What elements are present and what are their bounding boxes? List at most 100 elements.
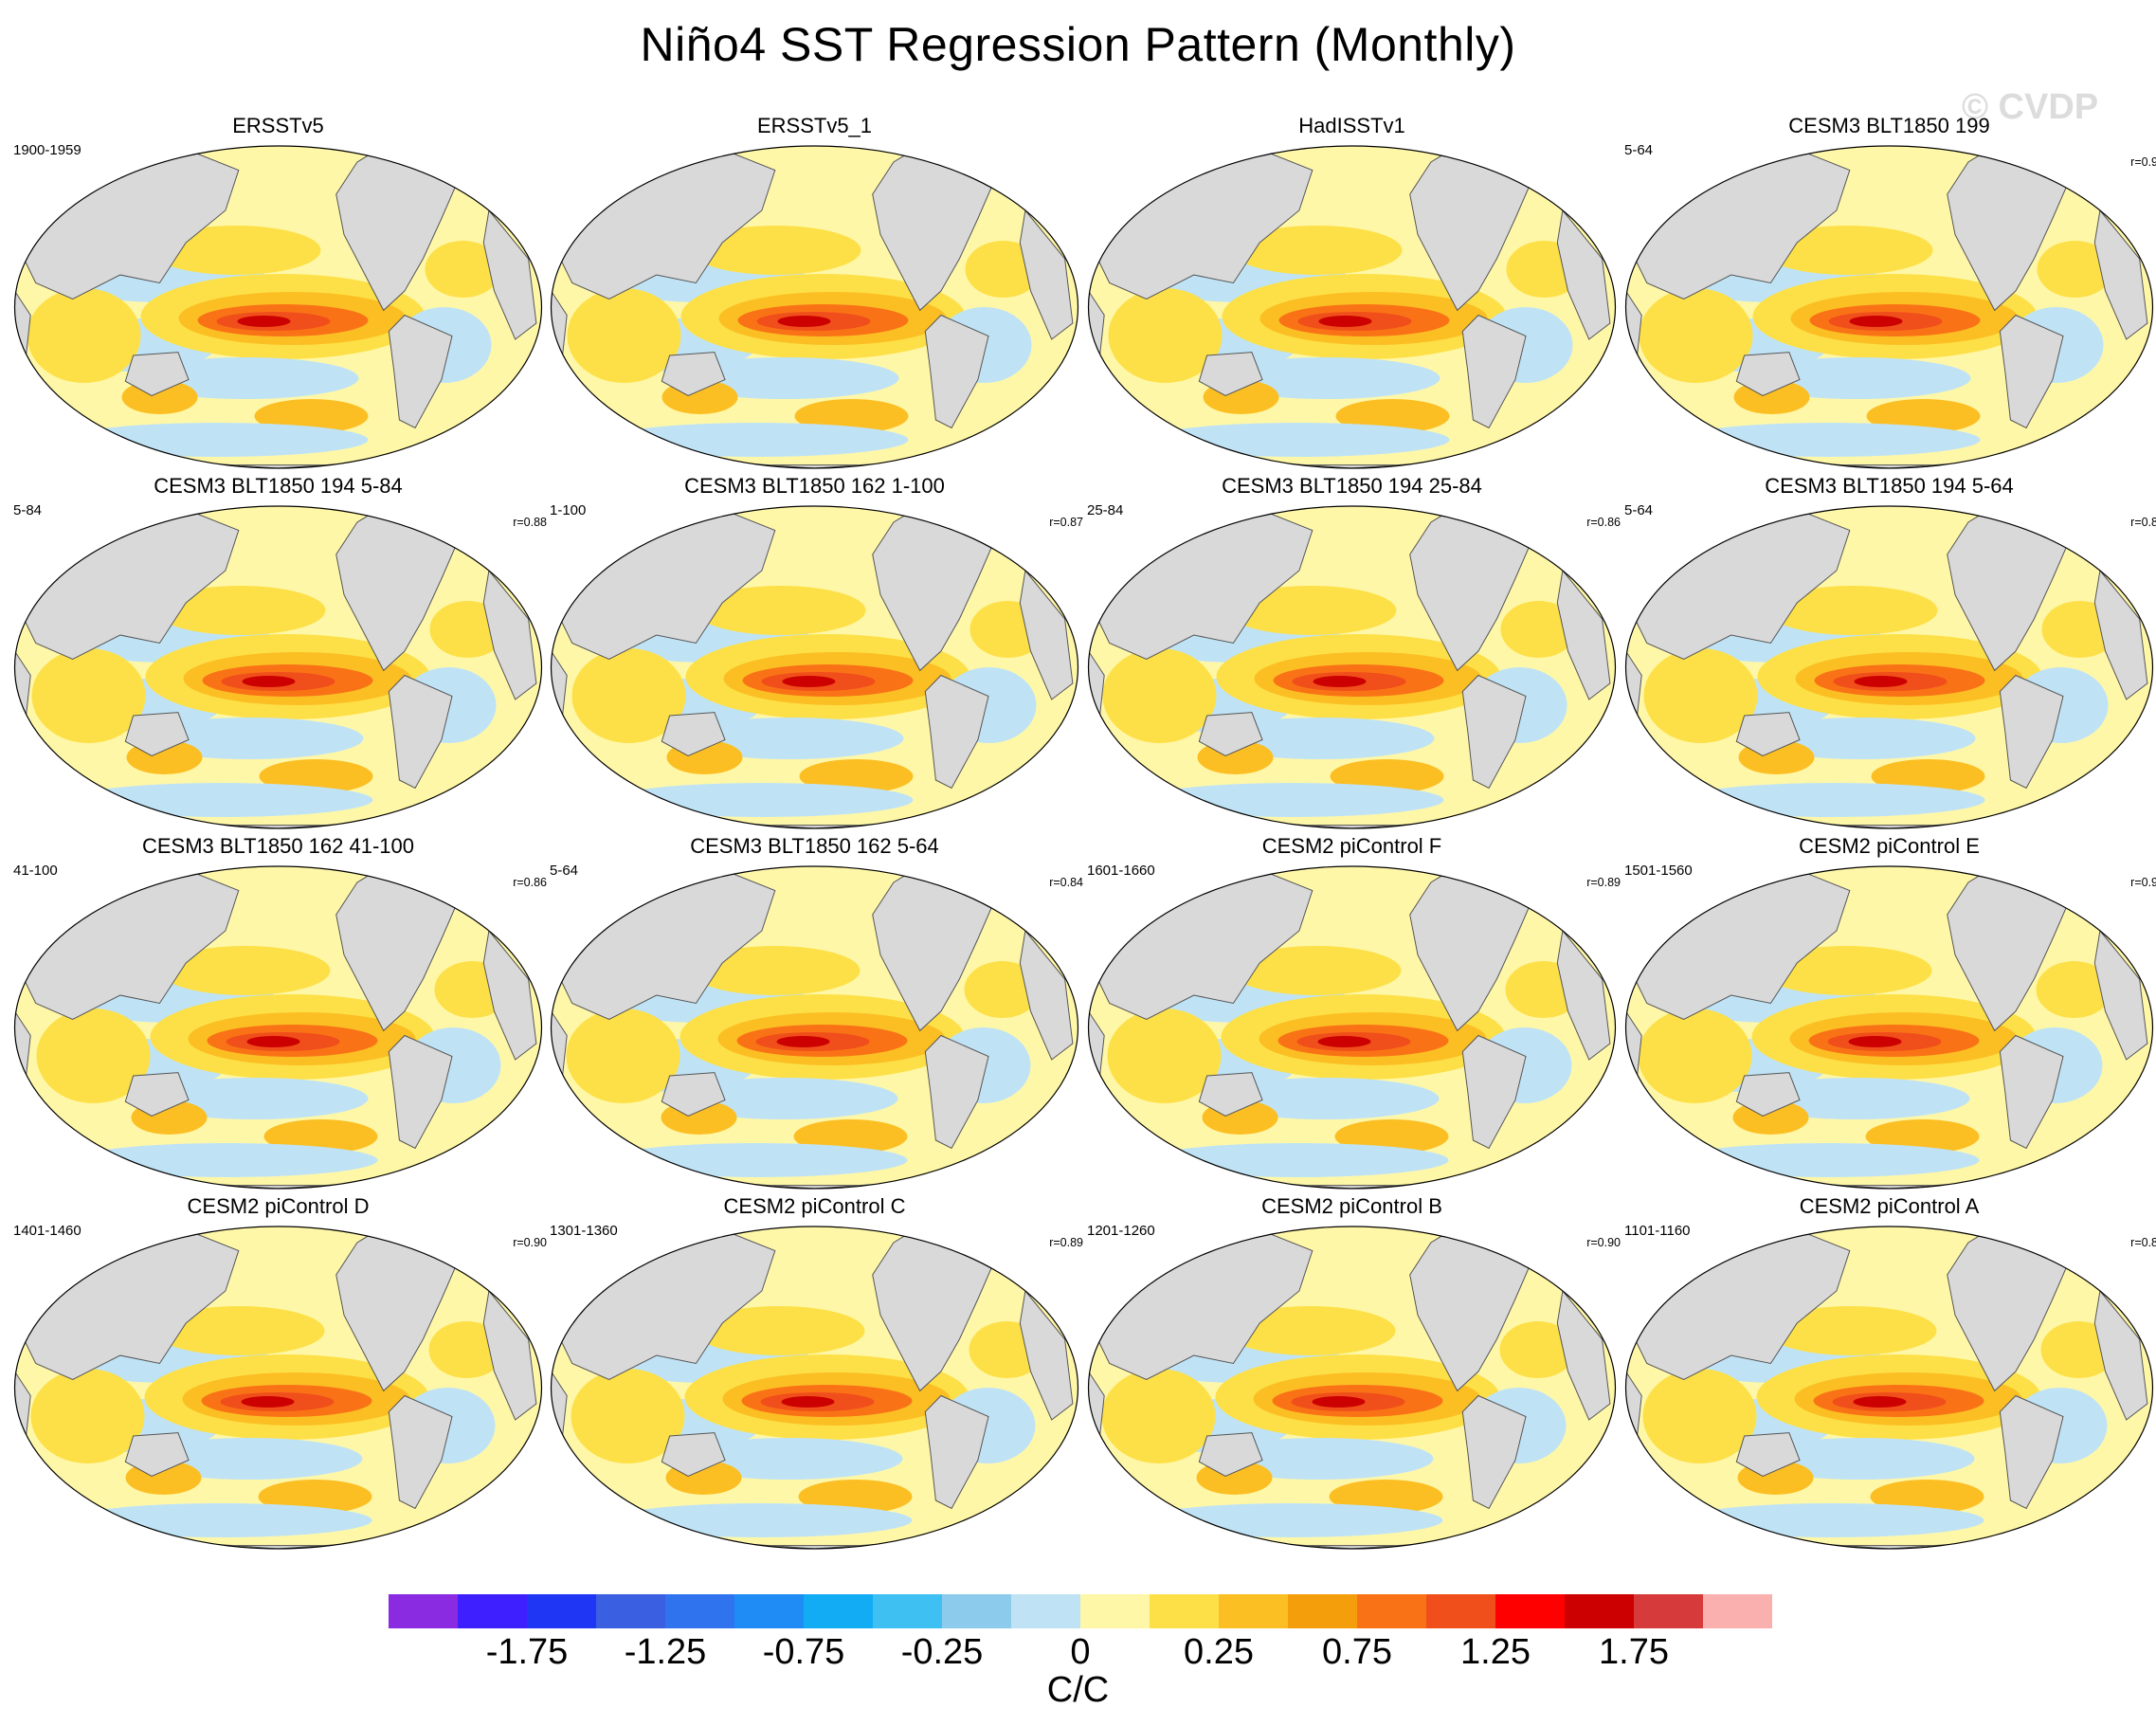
anomaly-nino4-core <box>241 1396 295 1408</box>
europe-africa-east-land <box>482 209 537 340</box>
colorbar-swatch <box>596 1594 665 1628</box>
north-america-land <box>872 868 1000 1032</box>
map-border <box>550 145 1079 469</box>
anomaly-southern-ocean-cool <box>608 1503 913 1537</box>
europe-africa-east-land <box>2093 929 2148 1061</box>
anomaly-indian-ocean-warm <box>27 288 141 383</box>
map-panel: CESM3 BLT1850 199 5-64 r=0.9 <box>1622 114 2156 474</box>
map-panel: CESM2 piControl E 1501-1560 r=0.9 <box>1622 834 2156 1194</box>
anomaly-north-pacific-warm-arc <box>1230 946 1402 995</box>
australia-land <box>124 1072 190 1117</box>
anomaly-nino4-core <box>1853 1396 1907 1408</box>
panel-period-label: 1201-1260 <box>1087 1223 1155 1239</box>
sst-map <box>1624 505 2154 829</box>
anomaly-southern-ocean-cool <box>64 423 369 457</box>
map-border <box>1624 505 2154 829</box>
south-america-land <box>924 674 989 790</box>
anomaly-southern-ocean-cool <box>74 1143 378 1177</box>
north-america-land <box>872 148 1000 312</box>
north-america-land <box>1947 868 2074 1032</box>
sst-map <box>13 1226 543 1550</box>
anomaly-north-pacific-warm-arc <box>1224 1306 1396 1355</box>
sst-map <box>1087 505 1617 829</box>
australia-land <box>1735 1072 1801 1117</box>
north-america-land <box>1409 868 1537 1032</box>
panel-title: CESM3 BLT1850 194 25-84 <box>1222 474 1482 498</box>
map-border <box>550 1226 1079 1550</box>
anomaly-nino4-core <box>1848 1036 1902 1047</box>
anomaly-north-pacific-warm-arc <box>1762 226 1933 275</box>
north-america-land <box>1947 508 2074 672</box>
map-panel: CESM2 piControl F 1601-1660 r=0.89 <box>1085 834 1621 1194</box>
colorbar-tick-label: 0.25 <box>1184 1632 1254 1672</box>
colorbar-swatch <box>1150 1594 1219 1628</box>
panel-correlation-label: r=0.89 <box>1049 1236 1083 1249</box>
panel-correlation-label: r=0.90 <box>1586 1236 1621 1249</box>
anomaly-southern-ocean-cool <box>604 1143 908 1177</box>
australia-land <box>124 352 190 397</box>
panel-title: CESM2 piControl D <box>187 1194 370 1218</box>
map-border <box>1087 505 1617 829</box>
anomaly-southern-ocean-cool <box>68 1503 372 1537</box>
panel-period-label: 5-64 <box>1624 502 1654 518</box>
colorbar-swatch <box>1219 1594 1288 1628</box>
panel-correlation-label: r=0.88 <box>513 516 547 529</box>
europe-africa-east-land <box>2093 569 2148 700</box>
colorbar-swatch <box>942 1594 1011 1628</box>
anomaly-north-pacific-warm-arc <box>1225 586 1397 635</box>
australia-land <box>1198 712 1263 757</box>
panel-period-label: 1301-1360 <box>550 1223 618 1239</box>
panel-period-label: 1601-1660 <box>1087 863 1155 879</box>
europe-africa-east-land <box>1556 569 1611 700</box>
anomaly-southern-ocean-cool <box>69 783 373 817</box>
anomaly-indian-ocean-warm <box>1101 1369 1216 1463</box>
anomaly-southern-ocean-cool <box>1146 423 1450 457</box>
anomaly-indian-ocean-warm <box>571 648 686 743</box>
anomaly-north-pacific-warm-arc <box>1766 1306 1937 1355</box>
anomaly-indian-ocean-warm <box>36 1008 151 1103</box>
panel-title: CESM3 BLT1850 199 <box>1788 114 1990 137</box>
colorbar-tick-label: 1.25 <box>1460 1632 1531 1672</box>
colorbar-swatch <box>1495 1594 1565 1628</box>
north-america-land <box>1409 1228 1537 1392</box>
europe-africa-east-land <box>1019 929 1074 1061</box>
panel-correlation-label: r=0.9 <box>2130 876 2156 889</box>
europe-africa-east-land <box>2093 209 2148 340</box>
panel-title: CESM2 piControl F <box>1261 834 1442 858</box>
anomaly-southern-ocean-cool <box>1139 1503 1443 1537</box>
sst-map <box>1087 1226 1617 1550</box>
map-border <box>550 865 1079 1190</box>
sst-map <box>13 145 543 469</box>
europe-africa-east-land <box>1556 1289 1611 1421</box>
south-america-land <box>388 674 453 790</box>
anomaly-north-atlantic-warm <box>428 1321 505 1378</box>
anomaly-north-pacific-warm-arc <box>694 1306 865 1355</box>
europe-africa-east-land <box>1556 929 1611 1061</box>
anomaly-nino4-core <box>777 316 831 327</box>
anomaly-north-pacific-warm-arc <box>159 946 331 995</box>
cvdp-watermark: © CVDP <box>1962 87 2099 127</box>
map-panel: ERSSTv5_1 <box>548 114 1081 474</box>
panel-correlation-label: r=0.89 <box>1586 876 1621 889</box>
colorbar-tick-label: 1.75 <box>1599 1632 1669 1672</box>
north-america-land <box>1409 508 1537 672</box>
anomaly-indian-ocean-warm <box>566 1008 680 1103</box>
europe-africa-east-land <box>2093 1289 2148 1421</box>
map-border <box>13 865 543 1190</box>
panel-period-label: 5-64 <box>550 863 579 879</box>
anomaly-indian-ocean-warm <box>567 288 681 383</box>
australia-land <box>1198 1432 1263 1478</box>
sst-map <box>550 1226 1079 1550</box>
anomaly-nino4-core <box>237 316 291 327</box>
figure-title: Niño4 SST Regression Pattern (Monthly) <box>640 18 1516 71</box>
colorbar-swatch <box>458 1594 527 1628</box>
anomaly-indian-ocean-warm <box>1107 1008 1222 1103</box>
panel-period-label: 5-64 <box>1624 142 1654 158</box>
anomaly-nino4-core <box>1318 316 1372 327</box>
sst-map <box>1624 145 2154 469</box>
anomaly-southern-ocean-cool <box>1140 783 1444 817</box>
colorbar-tick-label: -0.75 <box>762 1632 845 1672</box>
map-panel: ERSSTv5 1900-1959 <box>11 114 545 474</box>
panel-correlation-label: r=0.9 <box>2130 155 2156 169</box>
north-america-land <box>1947 1228 2074 1392</box>
